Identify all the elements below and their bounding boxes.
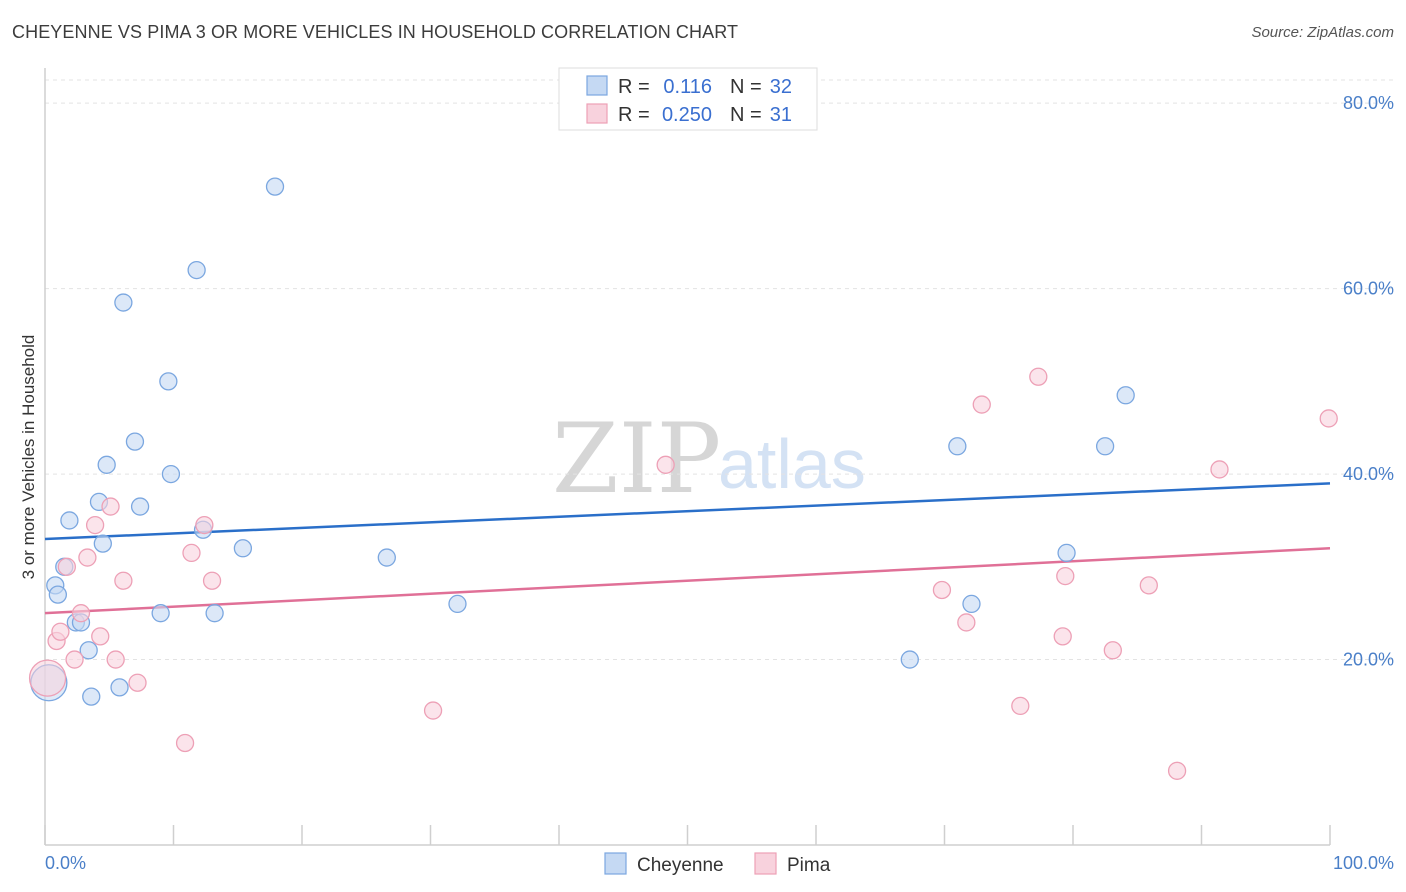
cheyenne-point-10 <box>93 534 112 553</box>
cheyenne-point-15 <box>130 497 150 516</box>
pima-point-29 <box>1210 460 1229 479</box>
pima-point-30 <box>1319 409 1338 428</box>
stats-legend: R = 0.116 N = 32 R = 0.250 N = 31 <box>558 67 818 131</box>
pima-point-7 <box>85 515 105 535</box>
pima-trend-line <box>44 547 1331 615</box>
cheyenne-point-22 <box>233 539 253 558</box>
pima-point-14 <box>182 543 201 563</box>
pima-point-4 <box>65 650 84 669</box>
pima-point-0 <box>28 659 67 697</box>
pima-swatch <box>586 103 608 124</box>
chart-title: CHEYENNE VS PIMA 3 OR MORE VEHICLES IN H… <box>12 22 739 42</box>
pima-point-5 <box>71 604 91 623</box>
y-tick-label-40: 40.0% <box>1343 464 1394 484</box>
cheyenne-point-27 <box>948 437 967 456</box>
cheyenne-point-29 <box>1057 543 1076 563</box>
legend-pima-label: Pima <box>787 855 831 876</box>
pima-point-12 <box>128 673 147 692</box>
cheyenne-trend-line <box>44 482 1331 541</box>
legend-pima-swatch <box>754 852 777 875</box>
x-tick-label-max: 100.0% <box>1333 853 1394 873</box>
cheyenne-point-2 <box>48 585 67 604</box>
cheyenne-point-26 <box>900 650 919 669</box>
pima-n-label: N = <box>730 104 762 126</box>
series-pima <box>28 367 1338 780</box>
pima-point-16 <box>202 571 222 590</box>
y-axis-label: 3 or more Vehicles in Household <box>19 335 38 580</box>
pima-point-13 <box>175 733 195 753</box>
pima-r-label: R = <box>618 104 650 126</box>
pima-point-23 <box>1029 367 1048 386</box>
pima-point-20 <box>957 613 976 632</box>
pima-point-15 <box>195 515 214 535</box>
y-tick-label-80: 80.0% <box>1343 93 1394 113</box>
pima-point-27 <box>1139 576 1158 595</box>
watermark-zip: ZIP <box>552 403 721 515</box>
cheyenne-n-value: 32 <box>770 76 792 98</box>
cheyenne-point-21 <box>205 604 224 623</box>
source-attribution: Source: ZipAtlas.com <box>1251 24 1394 41</box>
watermark-atlas: atlas <box>718 425 866 503</box>
pima-point-10 <box>106 650 125 669</box>
cheyenne-n-label: N = <box>730 76 762 98</box>
y-tick-label-60: 60.0% <box>1343 279 1394 299</box>
cheyenne-point-7 <box>79 641 98 660</box>
y-tick-labels: 20.0% 40.0% 60.0% 80.0% <box>1343 93 1394 669</box>
pima-point-25 <box>1056 566 1075 586</box>
pima-point-21 <box>972 395 991 414</box>
cheyenne-point-18 <box>161 464 181 484</box>
gridlines <box>45 79 1394 661</box>
y-tick-label-20: 20.0% <box>1343 650 1394 670</box>
cheyenne-point-4 <box>60 511 79 530</box>
cheyenne-r-value: 0.116 <box>663 76 712 98</box>
cheyenne-point-23 <box>265 177 285 196</box>
pima-point-24 <box>1053 627 1072 646</box>
pima-n-value: 31 <box>770 104 792 126</box>
pima-r-value: 0.250 <box>662 104 712 126</box>
data-points <box>28 177 1338 780</box>
trend-lines <box>44 482 1331 615</box>
watermark: ZIP atlas <box>552 403 866 515</box>
cheyenne-point-14 <box>125 432 145 451</box>
cheyenne-point-24 <box>377 548 396 567</box>
cheyenne-swatch <box>586 75 608 96</box>
cheyenne-point-25 <box>448 594 467 614</box>
x-tick-label-min: 0.0% <box>45 853 86 873</box>
legend-cheyenne-swatch <box>604 852 627 875</box>
pima-point-2 <box>51 622 70 641</box>
x-tick-labels: 0.0% 100.0% <box>45 853 1394 873</box>
cheyenne-point-31 <box>1116 386 1135 405</box>
pima-point-26 <box>1103 641 1122 660</box>
pima-point-19 <box>932 580 952 600</box>
cheyenne-point-28 <box>962 594 981 614</box>
cheyenne-point-19 <box>187 260 206 280</box>
cheyenne-point-17 <box>159 372 178 391</box>
cheyenne-point-8 <box>82 687 101 706</box>
pima-point-9 <box>101 497 120 516</box>
pima-point-8 <box>91 627 110 646</box>
cheyenne-r-label: R = <box>618 76 650 98</box>
pima-point-18 <box>656 455 675 474</box>
legend-cheyenne-label: Cheyenne <box>637 855 724 876</box>
x-ticks <box>44 825 1331 845</box>
series-legend: Cheyenne Pima <box>604 852 831 876</box>
pima-point-28 <box>1167 761 1187 780</box>
cheyenne-point-16 <box>151 604 170 623</box>
pima-point-11 <box>114 571 133 590</box>
cheyenne-point-12 <box>110 678 129 697</box>
pima-point-3 <box>57 557 76 576</box>
cheyenne-point-13 <box>114 293 133 312</box>
pima-point-6 <box>78 548 97 567</box>
pima-point-22 <box>1011 696 1030 716</box>
cheyenne-point-30 <box>1095 437 1115 456</box>
cheyenne-point-11 <box>97 455 116 474</box>
pima-point-17 <box>423 701 443 720</box>
